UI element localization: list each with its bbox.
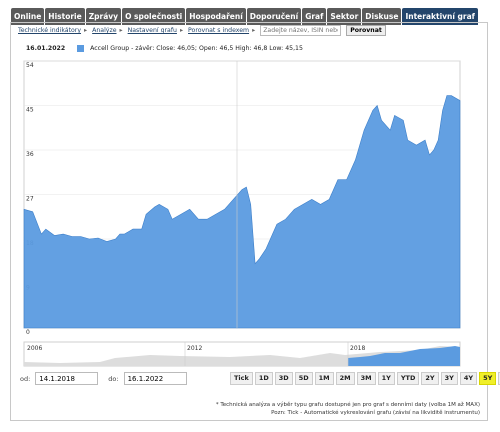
date-range: od: do: [20,372,197,385]
compare-index-link[interactable]: Porovnat s indexem [188,27,250,34]
tab-bar: Online Historie Zprávy O společnosti Hos… [11,8,478,25]
y-tick-label: 45 [26,107,34,114]
range-button-3m[interactable]: 3M [356,372,376,385]
range-button-max[interactable]: Max [498,372,500,385]
range-button-4y[interactable]: 4Y [459,372,478,385]
chevron-right-icon: ▸ [179,27,184,34]
range-button-5y[interactable]: 5Y [479,372,497,385]
range-button-1d[interactable]: 1D [254,372,273,385]
y-tick-label: 27 [26,196,34,203]
navigator-label: 2006 [27,345,42,352]
footnote: Pozn: Tick - Automatické vykreslování gr… [271,410,480,416]
tab-diskuse[interactable]: Diskuse [362,8,402,25]
compare-button[interactable]: Porovnat [346,25,386,36]
range-buttons: Tick1D3D5D1M2M3M1YYTD2Y3Y4Y5YMax [230,372,500,385]
to-label: do: [108,374,119,383]
navigator-label: 2012 [187,345,202,352]
tab-hospodareni[interactable]: Hospodaření [186,8,246,25]
series-area [23,95,461,329]
tab-sektor[interactable]: Sektor [327,8,362,25]
range-button-ytd[interactable]: YTD [396,372,420,385]
chart-toolbar: Technické indikátory ▸ Analýze ▸ Nastavení… [18,25,386,36]
range-button-2y[interactable]: 2Y [421,372,439,385]
y-tick-label: 54 [26,62,34,69]
from-date-input[interactable] [35,372,99,385]
legend-text: Accell Group - závěr: Close: 46,05; Open… [90,45,303,52]
range-button-1y[interactable]: 1Y [377,372,395,385]
chevron-right-icon: ▸ [252,27,256,34]
tab-interaktivni-graf[interactable]: Interaktivní graf [402,8,478,25]
series-area-path [23,95,461,329]
range-button-5d[interactable]: 5D [294,372,313,385]
y-tick-label: 0 [26,329,30,336]
range-button-2m[interactable]: 2M [335,372,355,385]
content-frame [10,22,488,421]
to-date-input[interactable] [123,372,187,385]
footnotes: * Technická analýza a výběr typu grafu d… [216,401,480,417]
legend-swatch [77,45,85,52]
tab-online[interactable]: Online [11,8,45,25]
from-label: od: [20,374,31,383]
range-button-3y[interactable]: 3Y [440,372,458,385]
footnote: * Technická analýza a výběr typu grafu d… [215,402,480,408]
technical-indicators-link[interactable]: Technické indikátory [18,27,82,34]
tab-zpravy[interactable]: Zprávy [85,8,122,25]
tab-graf[interactable]: Graf [302,8,327,25]
tab-historie[interactable]: Historie [45,8,85,25]
range-button-3d[interactable]: 3D [274,372,293,385]
isin-search-input[interactable] [260,25,342,36]
range-button-1m[interactable]: 1M [314,372,334,385]
chevron-right-icon: ▸ [84,27,88,34]
analysis-link[interactable]: Analýze [92,27,117,34]
chart-settings-link[interactable]: Nastavení grafu [127,27,177,34]
range-button-tick[interactable]: Tick [230,372,253,385]
y-tick-label: 36 [26,151,34,158]
tab-o-spolecnosti[interactable]: O společnosti [122,8,186,25]
navigator-label: 2018 [350,345,365,352]
chevron-right-icon: ▸ [119,27,123,34]
legend-date: 16.01.2022 [26,45,66,52]
chart-legend: 16.01.2022 Accell Group - závěr: Close: … [26,45,303,52]
navigator-selection [348,346,460,366]
tab-doporuceni[interactable]: Doporučení [246,8,302,25]
